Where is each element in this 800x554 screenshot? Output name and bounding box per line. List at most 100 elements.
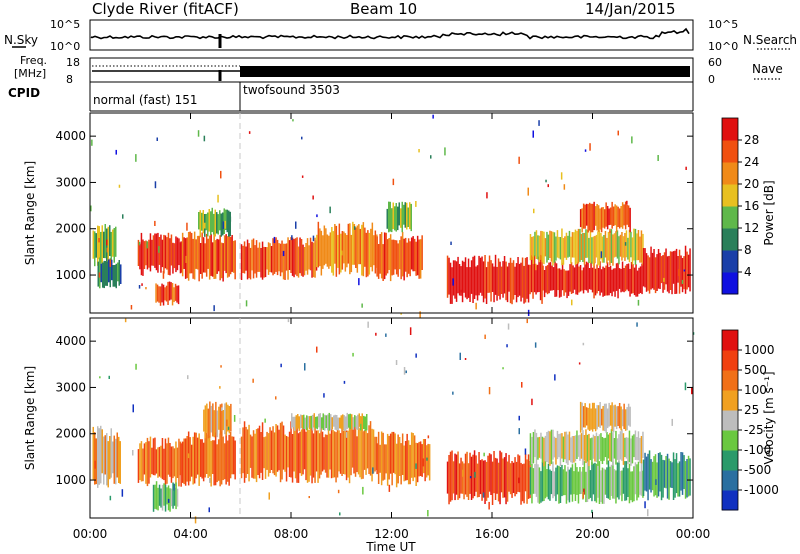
- echo-streak: [595, 432, 598, 462]
- echo-speckle: [141, 283, 143, 286]
- echo-streak: [380, 232, 383, 279]
- echo-streak: [687, 455, 690, 497]
- echo-speckle: [173, 483, 175, 491]
- echo-streak: [312, 414, 314, 431]
- echo-streak: [674, 250, 676, 294]
- echo-streak: [205, 213, 207, 231]
- echo-streak: [198, 235, 200, 282]
- echo-streak: [109, 225, 111, 256]
- echo-streak: [331, 417, 333, 430]
- echo-streak: [601, 467, 604, 504]
- echo-streak: [358, 224, 360, 265]
- echo-streak: [479, 257, 482, 293]
- echo-region: [203, 401, 232, 439]
- colorbar-swatch: [722, 272, 738, 295]
- echo-streak: [544, 435, 547, 462]
- echo-streak: [493, 266, 495, 303]
- echo-streak: [110, 231, 112, 262]
- echo-streak: [590, 261, 592, 290]
- echo-streak: [397, 434, 399, 484]
- echo-streak: [180, 241, 182, 273]
- echo-streak: [599, 402, 601, 428]
- echo-streak: [615, 430, 617, 465]
- echo-streak: [541, 462, 544, 502]
- freq-panel-frame: [89, 57, 694, 83]
- x-tick-label: 20:00: [575, 527, 610, 541]
- echo-streak: [215, 401, 217, 436]
- echo-streak: [602, 406, 604, 431]
- echo-streak: [335, 432, 337, 483]
- echo-streak: [625, 461, 628, 501]
- echo-streak: [296, 427, 298, 483]
- echo-streak: [195, 432, 197, 479]
- echo-streak: [106, 261, 108, 286]
- echo-streak: [335, 225, 338, 277]
- echo-streak: [614, 204, 616, 226]
- echo-streak: [297, 414, 299, 429]
- echo-streak: [192, 436, 194, 485]
- nsky-tick-low: 10^0: [50, 40, 80, 53]
- echo-streak: [488, 453, 491, 492]
- echo-streak: [355, 416, 357, 430]
- colorbar-swatch: [722, 370, 738, 391]
- echo-speckle: [419, 311, 421, 318]
- echo-streak: [427, 443, 429, 476]
- echo-streak: [225, 234, 227, 274]
- echo-streak: [412, 433, 414, 482]
- echo-streak: [350, 427, 352, 476]
- echo-streak: [343, 415, 345, 431]
- echo-streak: [547, 430, 550, 464]
- echo-speckle: [224, 220, 226, 229]
- echo-streak: [573, 232, 575, 258]
- echo-speckle: [312, 235, 315, 242]
- echo-streak: [630, 231, 632, 258]
- echo-streak: [629, 268, 631, 297]
- echo-streak: [336, 415, 338, 431]
- echo-streak: [388, 201, 390, 233]
- echo-streak: [403, 445, 405, 482]
- echo-streak: [550, 470, 553, 495]
- echo-streak: [570, 236, 572, 264]
- echo-streak: [385, 232, 387, 276]
- freq-tick-low: 8: [66, 73, 73, 86]
- echo-speckle: [245, 300, 248, 307]
- echo-streak: [615, 205, 618, 232]
- echo-speckle: [132, 404, 134, 413]
- echo-streak: [308, 245, 310, 270]
- colorbar-swatch: [722, 350, 738, 371]
- echo-streak: [689, 248, 691, 292]
- echo-speckle: [683, 269, 686, 272]
- echo-streak: [536, 264, 539, 293]
- echo-streak: [167, 232, 170, 275]
- echo-speckle: [486, 192, 488, 199]
- echo-region: [529, 429, 644, 467]
- echo-streak: [208, 235, 211, 280]
- echo-speckle: [533, 208, 535, 214]
- echo-streak: [586, 461, 589, 502]
- echo-streak: [356, 436, 358, 473]
- echo-streak: [606, 432, 608, 465]
- echo-streak: [600, 408, 603, 426]
- echo-streak: [595, 234, 598, 258]
- echo-streak: [371, 222, 374, 272]
- echo-streak: [511, 461, 513, 498]
- echo-speckle: [329, 206, 331, 214]
- echo-streak: [112, 441, 114, 474]
- echo-streak: [219, 404, 222, 435]
- echo-streak: [364, 227, 366, 267]
- echo-speckle: [337, 489, 340, 494]
- echo-streak: [164, 484, 167, 512]
- echo-streak: [500, 452, 503, 493]
- echo-streak: [294, 423, 297, 479]
- echo-speckle: [209, 477, 211, 483]
- echo-streak: [621, 409, 624, 427]
- echo-streak: [205, 433, 208, 474]
- echo-speckle: [295, 221, 297, 229]
- echo-streak: [214, 209, 216, 237]
- echo-streak: [657, 453, 660, 497]
- echo-streak: [612, 206, 615, 226]
- echo-streak: [307, 416, 309, 428]
- echo-region: [291, 412, 368, 432]
- echo-streak: [140, 232, 143, 276]
- colorbar-swatch: [722, 184, 738, 207]
